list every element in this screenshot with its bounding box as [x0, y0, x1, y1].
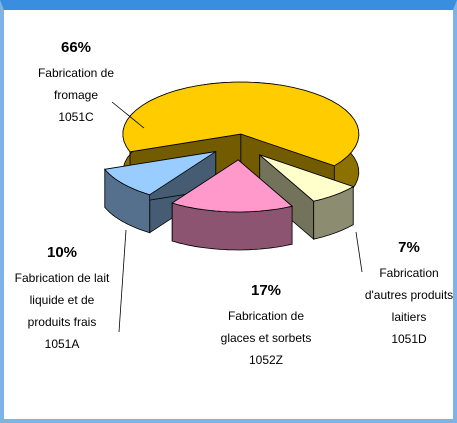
- category-label: Fabrication de: [38, 66, 114, 80]
- category-label: 1051C: [58, 110, 94, 124]
- category-label: produits frais: [28, 315, 97, 329]
- slice: [104, 151, 216, 196]
- category-label: laitiers: [392, 310, 427, 324]
- value-label: 17%: [251, 282, 281, 299]
- category-label: Fabrication de: [228, 309, 304, 323]
- value-label: 66%: [61, 39, 91, 56]
- category-label: Fabrication de lait: [15, 271, 110, 285]
- category-label: fromage: [54, 88, 98, 102]
- chart: 66% Fabrication de fromage 1051C 7% Fabricati…: [15, 39, 453, 367]
- leader-line: [118, 229, 127, 333]
- value-label: 10%: [47, 244, 77, 261]
- slice: [122, 81, 360, 167]
- value-label: 7%: [398, 239, 420, 256]
- category-label: 1051D: [391, 332, 427, 346]
- category-label: liquide et de: [30, 293, 95, 307]
- category-label: Fabrication: [379, 266, 438, 280]
- category-label: glaces et sorbets: [221, 331, 312, 345]
- leader-line: [355, 231, 363, 273]
- category-label: 1051A: [45, 337, 80, 351]
- slice: [259, 154, 355, 202]
- category-label: d'autres produits: [365, 288, 453, 302]
- slice: [171, 159, 293, 213]
- category-label: 1052Z: [249, 353, 283, 367]
- leader-line: [111, 101, 145, 129]
